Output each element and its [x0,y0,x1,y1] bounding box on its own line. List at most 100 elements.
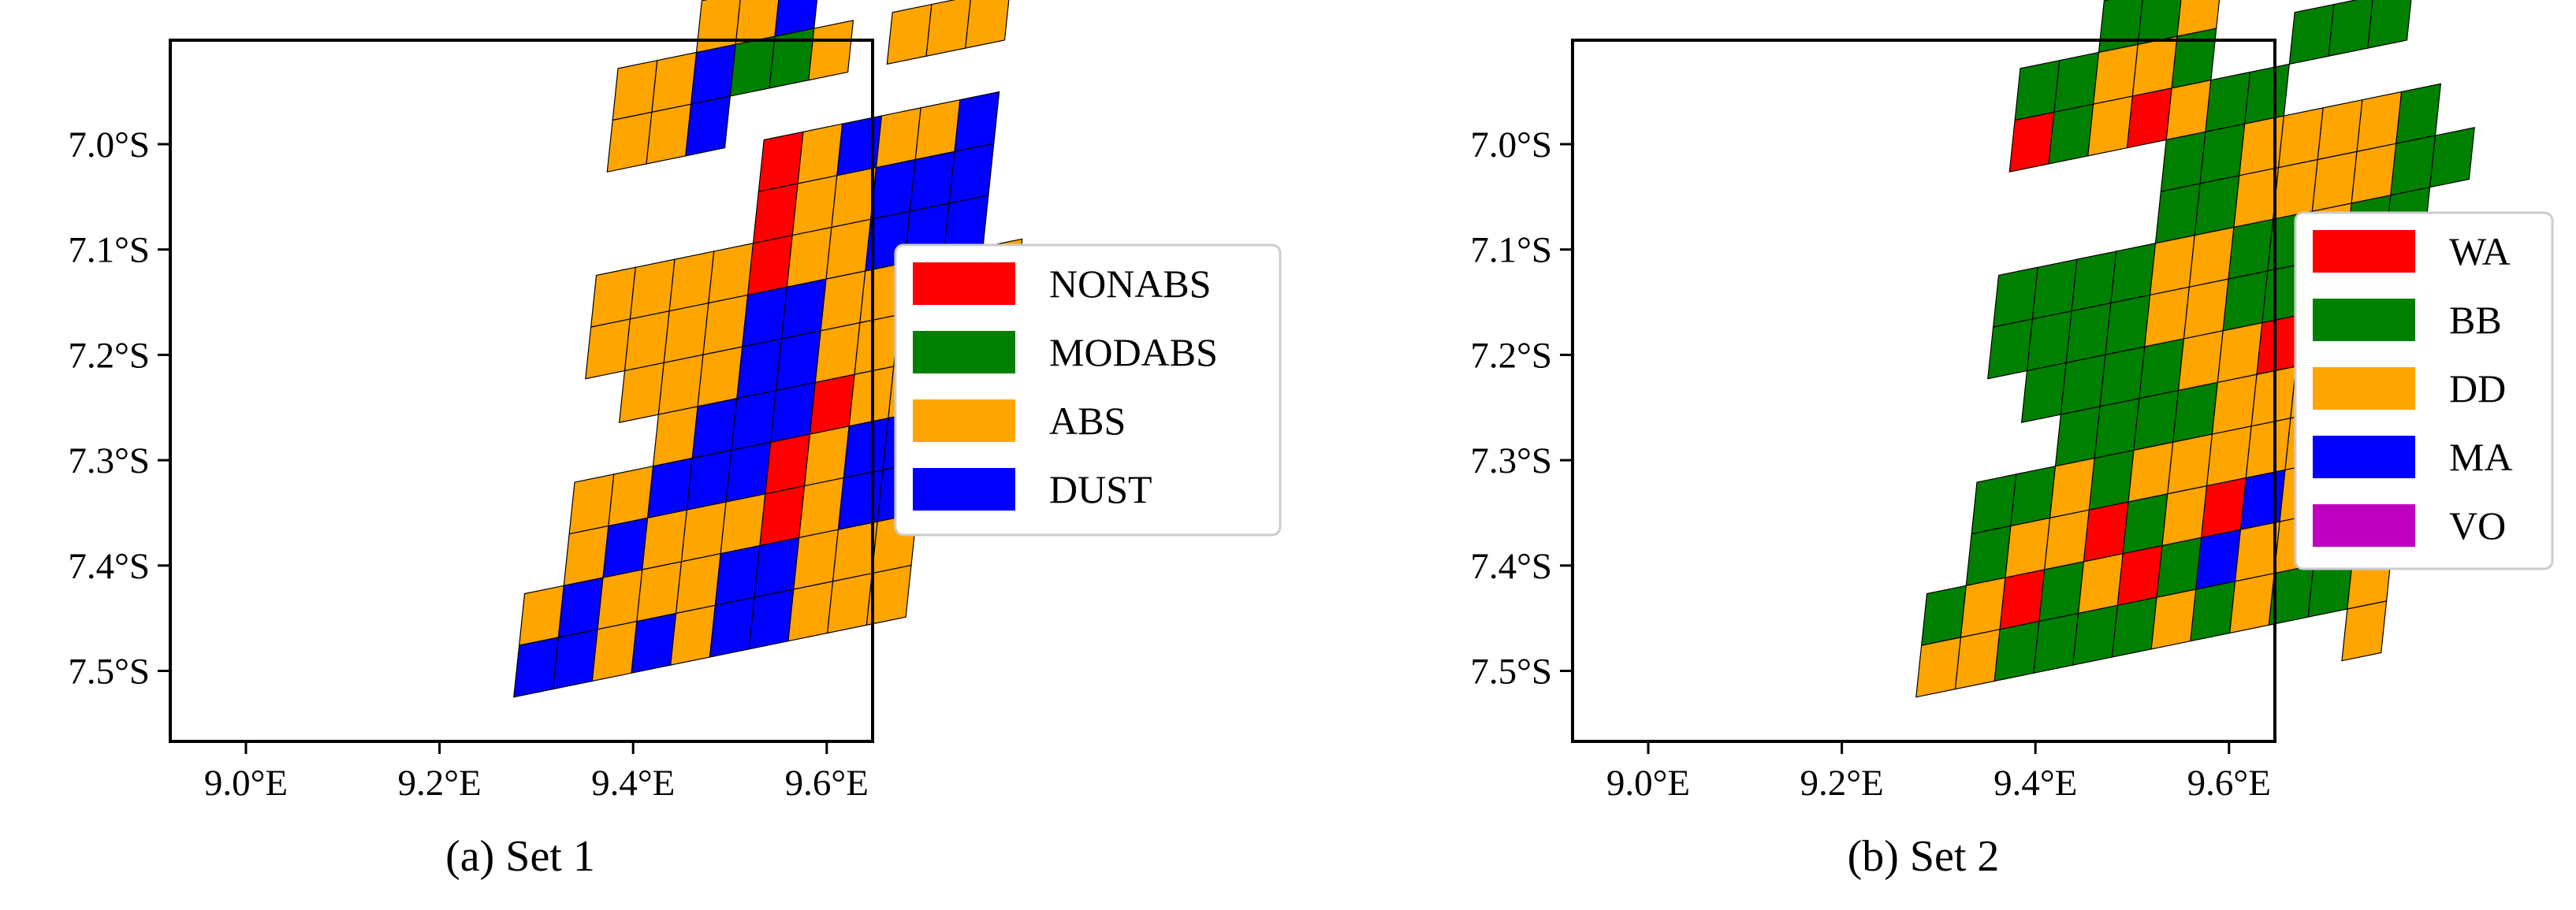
y-tick-label: 7.4°S [1470,546,1552,587]
grid-cell [652,406,698,467]
grid-cell [518,585,564,646]
y-tick-label: 7.1°S [1470,230,1552,271]
grid-cell [1987,318,2034,380]
panel-caption: (a) Set 1 [445,832,595,881]
grid-cell [2060,354,2106,415]
grid-cell [808,20,854,81]
legend-box [894,243,1282,537]
legend-swatch [2313,436,2415,478]
grid-cell [2127,441,2174,503]
panel-set-1: 9.0°E 9.2°E 9.4°E 9.6°E 7.0°S 7.1°S 7.2°S 7.3°… [68,0,1282,881]
x-tick-label: 9.4°E [1993,763,2077,804]
grid-cell [2234,521,2280,582]
grid-cell [2133,389,2180,451]
grid-cell [1992,266,2038,328]
grid-cell [752,183,798,244]
grid-cell [2167,433,2213,495]
grid-cell [691,398,738,459]
grid-cell [618,362,664,423]
legend-swatch [2313,299,2415,341]
grid-cell [825,218,872,280]
grid-cell [2200,477,2247,539]
grid-cell [663,302,709,364]
grid-cell [651,51,698,113]
grid-cell [820,270,866,332]
x-tick-label: 9.0°E [1606,763,1690,804]
grid-cell [2217,321,2263,384]
grid-cell [793,529,839,590]
grid-cell [2149,234,2195,296]
grid-cell [2277,107,2324,169]
grid-cell [2116,544,2163,607]
grid-cell [2228,218,2274,280]
grid-cell [702,294,749,356]
grid-cell [2010,465,2057,527]
grid-cell [832,521,878,582]
y-tick-label: 7.1°S [68,230,150,271]
grid-cell [736,338,783,399]
grid-cell [843,418,889,479]
grid-cell [2092,43,2139,105]
grid-cell [837,469,884,530]
grid-cell [2071,251,2117,312]
grid-cell [2390,135,2436,196]
grid-cell [886,3,932,65]
grid-cell [2087,95,2134,157]
legend-swatch [913,262,1015,305]
grid-cell [775,330,821,392]
legend-swatch [2313,230,2415,273]
grid-cell [2088,449,2135,511]
legend-swatch [913,399,1015,442]
grid-cell [563,525,609,587]
grid-cell [697,346,743,407]
grid-cell [925,0,971,57]
grid-cell [2020,362,2067,423]
grid-cell [787,581,834,642]
grid-cell [725,441,772,503]
grid-cell [642,509,688,570]
grid-cell [2077,552,2124,615]
grid-cell [2239,469,2286,530]
grid-cell [2341,600,2388,662]
grid-cell [831,166,877,228]
grid-cell [2288,3,2335,65]
grid-cell [590,266,636,328]
grid-cell [729,35,776,97]
grid-cell [2172,381,2218,443]
grid-cell [2206,425,2252,487]
grid-cell [2111,596,2157,658]
grid-cell [2272,158,2318,221]
grid-cell [2008,111,2055,173]
x-tick-label: 9.6°E [785,763,869,804]
x-axis: 9.0°E 9.2°E 9.4°E 9.6°E [204,741,869,804]
grid-cell [765,433,811,495]
grid-cell [786,226,832,288]
legend-swatch [2313,504,2415,547]
x-tick-label: 9.2°E [397,763,481,804]
panel-set-2: 9.0°E 9.2°E 9.4°E 9.6°E 7.0°S 7.1°S 7.2°S 7.3°… [1470,0,2554,881]
grid-cell [2233,166,2280,228]
grid-cell [675,552,721,615]
grid-cell [690,43,736,105]
grid-cell [2154,183,2201,244]
y-tick-label: 7.2°S [68,335,150,376]
grid-cell [2122,493,2168,555]
grid-cell [624,310,670,372]
grid-cell [1960,577,2006,638]
grid-cell [865,564,912,626]
plot-frame [1571,39,2276,743]
grid-cell [2228,572,2275,634]
grid-cell [2222,270,2269,332]
legend-label: BB [2449,298,2502,342]
grid-cell [2099,346,2146,407]
grid-cell [646,457,693,519]
grid-cell [2211,373,2258,435]
grid-cell [2317,98,2363,161]
legend-label: MA [2449,435,2513,479]
grid-cell [2049,457,2095,519]
grid-cell [2126,87,2172,149]
grid-cell [568,474,615,535]
legend-label: DUST [1049,467,1152,511]
grid-cell [2239,115,2285,176]
